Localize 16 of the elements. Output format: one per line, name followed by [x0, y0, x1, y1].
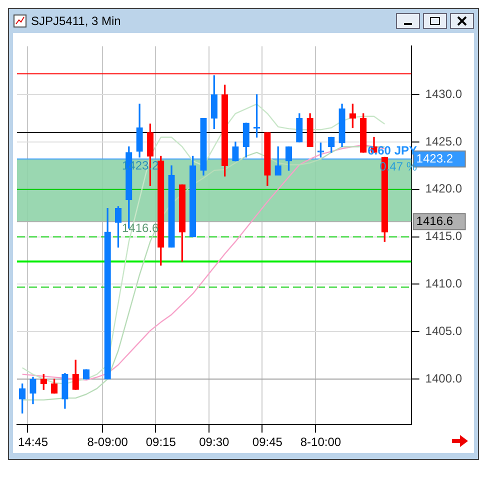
y-tick-label: 1425.0 — [425, 134, 462, 148]
x-tick-label: 09:30 — [199, 435, 230, 450]
y-tick-label: 1400.0 — [425, 371, 462, 386]
y-tick-label: 1430.0 — [425, 86, 462, 101]
x-tick-label: 09:15 — [146, 435, 176, 450]
y-tick-label: 1410.0 — [425, 276, 462, 291]
chart-title: SJPJ5411, 3 Min — [31, 14, 122, 28]
x-tick-label: 8-09:00 — [87, 435, 128, 450]
y-tick-label: 1405.0 — [425, 324, 462, 338]
x-tick-label: 14:45 — [18, 435, 48, 450]
ref-line-label: 1416.6 — [416, 214, 454, 228]
y-tick-label: 1420.0 — [425, 182, 462, 196]
x-tick-label: 8-10:00 — [300, 435, 342, 450]
ref-line-label: 1423.2 — [416, 151, 454, 166]
y-tick-label: 1415.0 — [425, 229, 462, 244]
x-tick-label: 09:45 — [252, 435, 283, 450]
